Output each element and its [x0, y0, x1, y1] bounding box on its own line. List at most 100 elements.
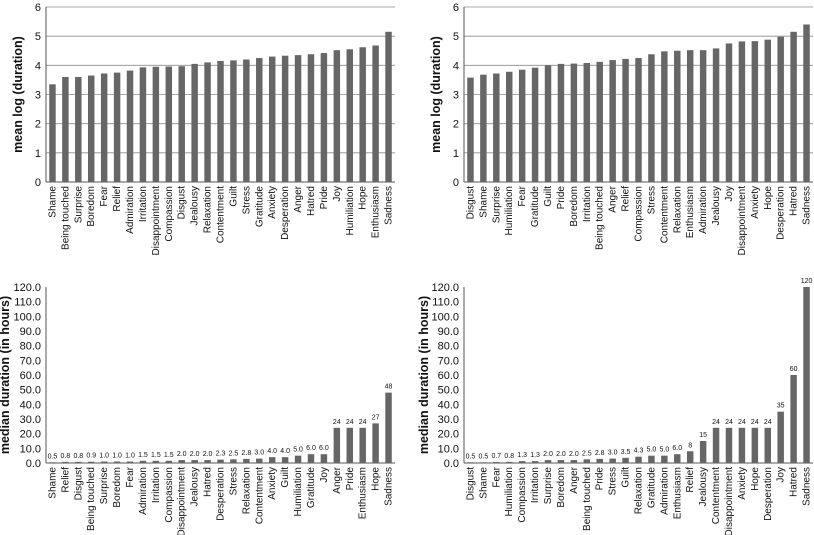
bar-being-touched [88, 461, 95, 463]
data-label: 2.0 [543, 451, 553, 458]
data-label: 0.5 [466, 453, 476, 460]
data-label: 8 [688, 442, 692, 449]
category-label: Hatred [306, 186, 317, 216]
bar-guilt [230, 60, 237, 182]
data-label: 2.0 [190, 451, 200, 458]
category-label: Surprise [491, 186, 502, 224]
y-tick-label: 0 [35, 177, 41, 189]
category-label: Shame [478, 467, 489, 499]
bar-anger [609, 60, 616, 183]
bar-humiliation [346, 49, 353, 182]
data-label: 1.5 [151, 452, 161, 459]
category-label: Joy [319, 467, 330, 483]
y-tick-label: 6 [453, 2, 459, 14]
bar-fear [100, 73, 108, 182]
bar-contentment [217, 60, 224, 183]
bar-sadness [803, 24, 810, 182]
bar-compassion [165, 460, 173, 463]
category-label: Hope [371, 467, 382, 491]
category-label: Joy [776, 467, 787, 483]
category-label: Joy [332, 186, 343, 202]
data-label: 24 [346, 419, 354, 426]
data-label: 1.5 [164, 452, 174, 459]
category-label: Being touched [86, 467, 97, 531]
data-label: 48 [385, 384, 393, 391]
bar-anxiety [738, 427, 746, 463]
bar-boredom [557, 460, 565, 463]
bar-stress [230, 459, 237, 463]
category-label: Humiliation [504, 186, 515, 235]
y-tick-label: 120.0 [13, 282, 41, 294]
data-label: 27 [372, 414, 380, 421]
data-label: 1.3 [530, 452, 540, 459]
bar-hope [764, 39, 771, 182]
data-label: 24 [725, 419, 733, 426]
bar-disgust [178, 66, 185, 182]
category-label: Hope [763, 186, 774, 210]
chart-bottom-right-median-duration: 0.0 10.0 20.0 30.0 40.0 50.0 60.0 70.0 80.0 90.0 1… [417, 278, 813, 535]
bar-enthusiasm [359, 427, 366, 463]
bar-humiliation [506, 71, 513, 182]
y-tick-label: 100.0 [431, 311, 459, 323]
category-label: Jealousy [190, 467, 201, 506]
category-label: Anger [608, 185, 619, 212]
category-label: Compassion [517, 467, 528, 523]
category-label: Pride [319, 186, 330, 210]
y-tick-label: 50.0 [438, 385, 459, 397]
bar-disappointment [178, 460, 185, 463]
category-label: Hatred [789, 186, 800, 216]
category-label: Anxiety [737, 467, 748, 500]
bar-anger [570, 460, 578, 463]
y-tick-label: 5 [35, 31, 41, 43]
category-label: Relief [685, 467, 696, 493]
category-label: Sadness [802, 186, 813, 225]
data-label: 24 [333, 419, 341, 426]
category-label: Jealousy [190, 186, 201, 225]
bar-relief [686, 451, 694, 463]
category-label: Admiration [138, 467, 149, 515]
category-label: Surprise [543, 467, 554, 505]
bar-relaxation [635, 456, 642, 463]
bar-surprise [544, 460, 552, 463]
category-label: Hatred [789, 467, 800, 497]
y-tick-label: 4 [453, 60, 459, 72]
category-label: Relief [112, 186, 123, 212]
category-label: Hatred [203, 467, 214, 497]
bar-sadness [385, 392, 392, 463]
category-label: Contentment [711, 467, 722, 524]
category-label: Joy [724, 186, 735, 202]
bar-enthusiasm [372, 45, 379, 182]
data-label: 15 [699, 432, 707, 439]
data-label: 24 [738, 419, 746, 426]
y-tick-label: 0 [453, 177, 459, 189]
category-label: Admiration [125, 186, 136, 234]
bar-hope [751, 427, 759, 463]
bar-stress [243, 59, 250, 182]
data-label: 120 [801, 278, 813, 285]
category-label: Sadness [384, 186, 395, 225]
category-label: Gratitude [530, 186, 541, 228]
bar-fear [493, 461, 500, 463]
bar-disappointment [738, 41, 746, 182]
bar-joy [725, 43, 733, 183]
y-tick-label: 10.0 [438, 443, 459, 455]
category-label: Relief [621, 186, 632, 212]
bar-relief [62, 461, 69, 463]
bar-enthusiasm [674, 454, 681, 463]
bar-fear [518, 69, 526, 182]
bar-disgust [75, 461, 82, 463]
category-label: Relaxation [634, 467, 645, 514]
data-label: 0.8 [61, 453, 71, 460]
y-tick-label: 2 [453, 119, 459, 131]
category-label: Fear [99, 185, 110, 206]
bar-anxiety [268, 457, 276, 463]
category-label: Gratitude [306, 467, 317, 509]
y-tick-label: 80.0 [20, 341, 41, 353]
category-label: Hope [750, 467, 761, 491]
bar-sadness [385, 31, 392, 182]
category-label: Hope [358, 186, 369, 210]
category-label: Anger [332, 466, 343, 493]
category-label: Relaxation [203, 186, 214, 233]
category-label: Jealousy [698, 467, 709, 506]
category-label: Boredom [556, 467, 567, 508]
